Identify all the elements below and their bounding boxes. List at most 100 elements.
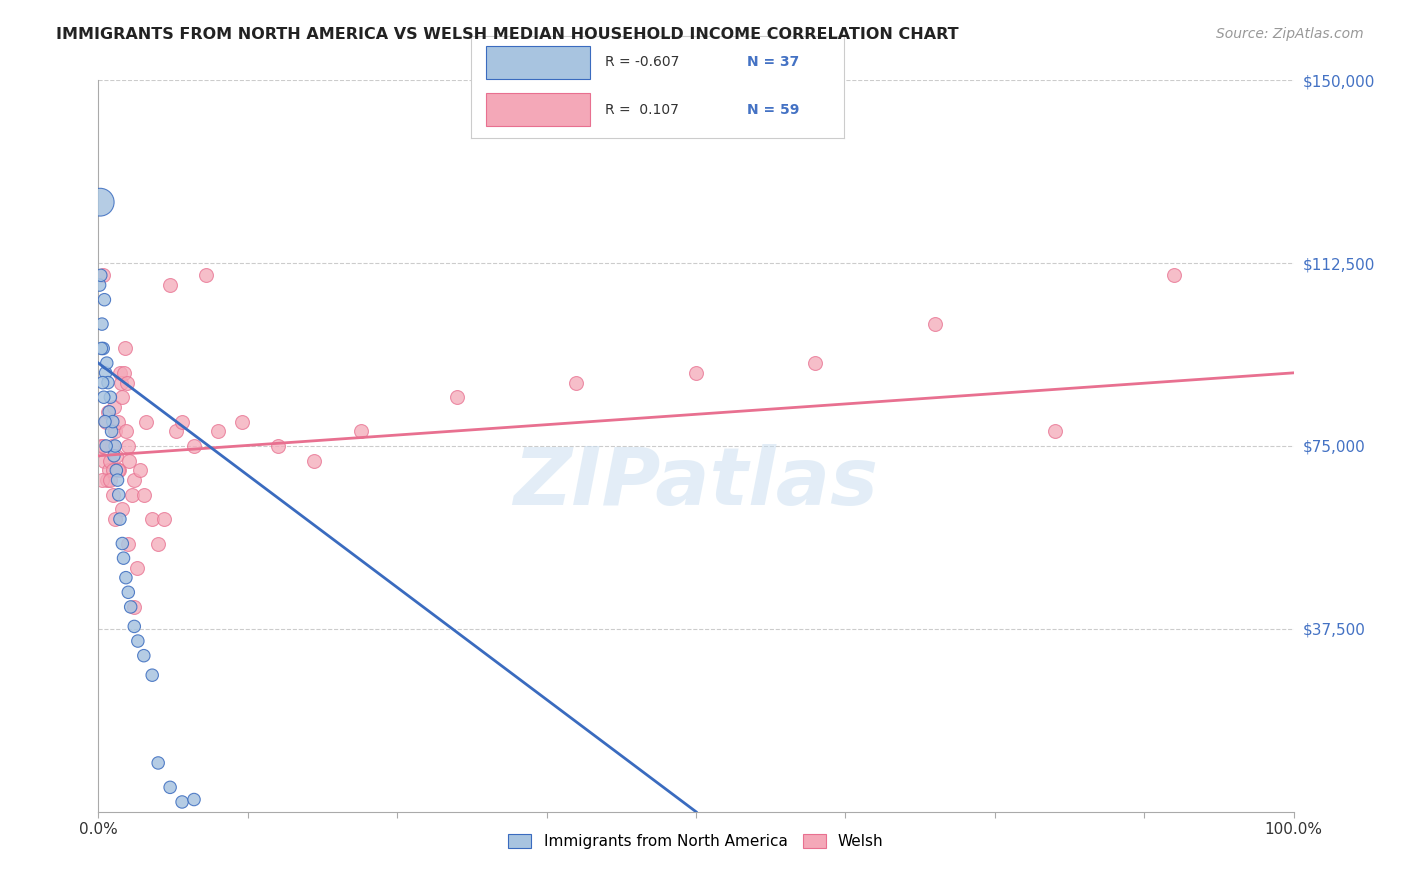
Point [183,792,205,806]
Point [231,415,253,429]
Point [115,571,138,585]
Point [115,425,138,439]
Point [117,585,139,599]
Point [91,439,114,453]
Point [121,488,143,502]
Point [98,473,122,487]
Point [183,439,205,453]
Point [112,551,135,566]
Point [267,439,290,453]
Text: R = -0.607: R = -0.607 [605,55,679,70]
Point [110,376,132,390]
Point [107,473,129,487]
Point [172,795,194,809]
Point [107,463,129,477]
Point [115,376,138,390]
Point [101,488,124,502]
Point [159,780,181,795]
Point [93,390,115,404]
Text: N = 59: N = 59 [747,103,799,117]
Point [94,415,117,429]
Point [804,356,827,370]
Point [1043,425,1066,439]
Point [141,668,163,682]
Point [124,619,146,633]
Legend: Immigrants from North America, Welsh: Immigrants from North America, Welsh [502,828,890,855]
Point [104,439,127,453]
Point [107,463,129,477]
Point [104,425,127,439]
Point [105,463,128,477]
Point [114,342,136,356]
Point [132,488,155,502]
Point [120,599,142,614]
Point [91,473,114,487]
Point [159,278,181,293]
Point [111,502,134,516]
Point [111,390,134,404]
Point [302,453,325,467]
Point [118,453,141,467]
Point [111,536,134,550]
Point [97,405,120,419]
Point [565,376,588,390]
Point [108,366,131,380]
Point [350,425,373,439]
Text: R =  0.107: R = 0.107 [605,103,679,117]
Point [94,415,117,429]
Point [124,473,146,487]
Point [148,536,170,550]
Point [100,425,122,439]
Point [108,512,131,526]
Point [89,195,111,210]
Point [125,561,148,575]
Text: ZIPatlas: ZIPatlas [513,443,879,522]
Point [446,390,468,404]
FancyBboxPatch shape [486,93,591,126]
Text: Source: ZipAtlas.com: Source: ZipAtlas.com [1216,27,1364,41]
Point [89,278,111,293]
Point [112,366,135,380]
Point [165,425,187,439]
Point [141,512,163,526]
Point [96,473,118,487]
Point [924,317,946,331]
Point [104,512,127,526]
Point [90,342,112,356]
Point [93,293,115,307]
Point [685,366,707,380]
Point [127,634,149,648]
Point [132,648,155,663]
Point [103,449,125,463]
Point [100,439,122,453]
Point [91,268,114,283]
Point [94,366,117,380]
Point [90,268,112,283]
Point [103,400,125,414]
Point [172,415,194,429]
Point [195,268,218,283]
Point [101,415,124,429]
Point [107,488,129,502]
Point [129,463,152,477]
Point [105,449,128,463]
Point [124,599,146,614]
Point [91,317,114,331]
Point [153,512,176,526]
Point [117,536,139,550]
Point [1163,268,1185,283]
Point [97,376,120,390]
Point [91,342,114,356]
Text: N = 37: N = 37 [747,55,799,70]
Point [98,390,122,404]
Point [98,463,121,477]
Point [101,463,124,477]
FancyBboxPatch shape [486,46,591,78]
Point [107,415,129,429]
Point [98,405,121,419]
Point [96,356,118,370]
Point [96,439,118,453]
Point [91,376,114,390]
Point [117,439,139,453]
Point [93,453,115,467]
